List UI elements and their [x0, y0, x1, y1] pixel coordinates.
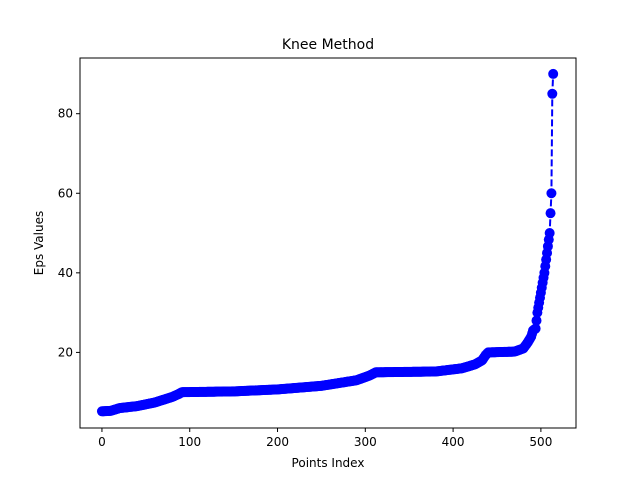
data-point [548, 68, 559, 79]
y-tick-label: 60 [58, 186, 73, 200]
x-tick-label: 500 [529, 435, 552, 449]
y-tick-label: 40 [58, 266, 73, 280]
x-tick-label: 200 [266, 435, 289, 449]
y-tick-label: 80 [58, 107, 73, 121]
chart-title: Knee Method [282, 37, 374, 53]
axes-background [80, 58, 576, 428]
data-point [545, 208, 556, 219]
x-tick-label: 400 [442, 435, 465, 449]
x-axis-title: Points Index [292, 456, 365, 470]
data-point [531, 315, 542, 326]
data-point [547, 88, 558, 99]
y-axis-title: Eps Values [32, 211, 46, 275]
data-point [546, 188, 557, 199]
plot-area [79, 57, 577, 429]
x-tick-label: 0 [98, 435, 106, 449]
axes-frame [79, 57, 577, 429]
x-tick-label: 100 [178, 435, 201, 449]
x-axis: 0 100 200 300 400 500 [98, 428, 552, 449]
data-point [544, 228, 555, 239]
x-tick-label: 300 [354, 435, 377, 449]
y-axis: 20 40 60 80 [58, 107, 80, 359]
series-layer [96, 68, 559, 417]
data-point [530, 323, 541, 334]
y-tick-label: 20 [58, 345, 73, 359]
